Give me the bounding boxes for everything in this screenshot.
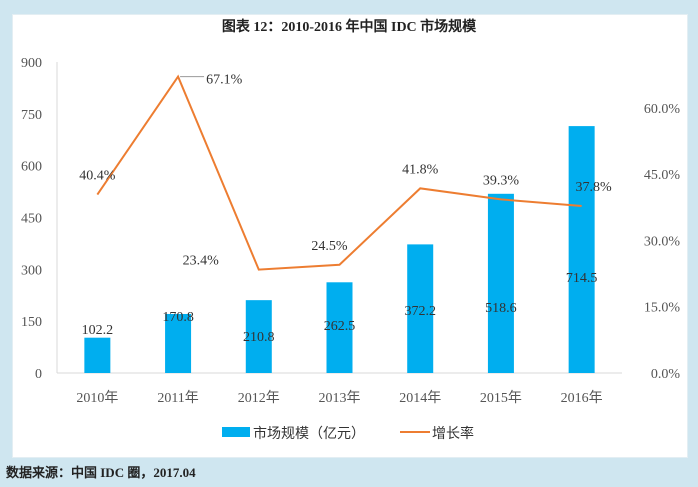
bar-data-label: 518.6: [485, 301, 517, 316]
bar: [165, 313, 192, 373]
left-tick-label: 0: [35, 367, 42, 382]
right-tick-label: 30.0%: [644, 234, 681, 249]
growth-rate-line: [96, 74, 582, 271]
x-tick-label: 2015年: [480, 390, 522, 406]
line-data-label: 23.4%: [183, 254, 220, 269]
left-tick-label: 750: [21, 108, 42, 123]
legend-label-bar: 市场规模（亿元）: [253, 425, 365, 442]
line-data-label: 41.8%: [402, 162, 439, 177]
line-data-label: 67.1%: [206, 73, 243, 88]
line-data-label: 24.5%: [311, 239, 348, 254]
x-tick-label: 2010年: [76, 390, 118, 406]
left-tick-label: 600: [21, 160, 42, 175]
bar-data-label: 210.8: [243, 330, 275, 345]
line-data-label: 39.3%: [483, 173, 520, 188]
x-tick-label: 2016年: [561, 390, 603, 406]
bar-data-label: 372.2: [404, 304, 436, 319]
left-tick-label: 900: [21, 56, 42, 71]
legend-swatch-bar: [222, 427, 250, 437]
x-tick-label: 2011年: [157, 390, 198, 406]
bar: [568, 126, 595, 373]
chart-title: 图表 12：2010-2016 年中国 IDC 市场规模: [221, 20, 477, 35]
x-tick-label: 2014年: [399, 390, 441, 406]
bar: [326, 282, 353, 373]
bar: [245, 300, 272, 373]
line-data-label: 40.4%: [79, 169, 116, 184]
bar: [407, 244, 434, 373]
right-tick-label: 45.0%: [644, 168, 681, 183]
bar-data-label: 714.5: [566, 271, 598, 286]
bar: [487, 193, 514, 373]
x-tick-label: 2013年: [319, 390, 361, 406]
left-tick-label: 450: [21, 212, 42, 227]
bar-data-label: 262.5: [324, 319, 356, 334]
x-tick-label: 2012年: [238, 390, 280, 406]
bar: [84, 337, 111, 373]
right-tick-label: 60.0%: [644, 102, 681, 117]
line-data-label: 37.8%: [576, 180, 613, 195]
data-source: 数据来源：中国 IDC 圈，2017.04: [6, 465, 196, 480]
bar-data-label: 102.2: [82, 323, 114, 338]
left-tick-label: 150: [21, 315, 42, 330]
bar-data-label: 170.8: [162, 310, 194, 325]
left-tick-label: 300: [21, 263, 42, 278]
right-tick-label: 15.0%: [644, 301, 681, 316]
right-tick-label: 0.0%: [651, 367, 681, 382]
legend-label-line: 增长率: [432, 425, 474, 442]
